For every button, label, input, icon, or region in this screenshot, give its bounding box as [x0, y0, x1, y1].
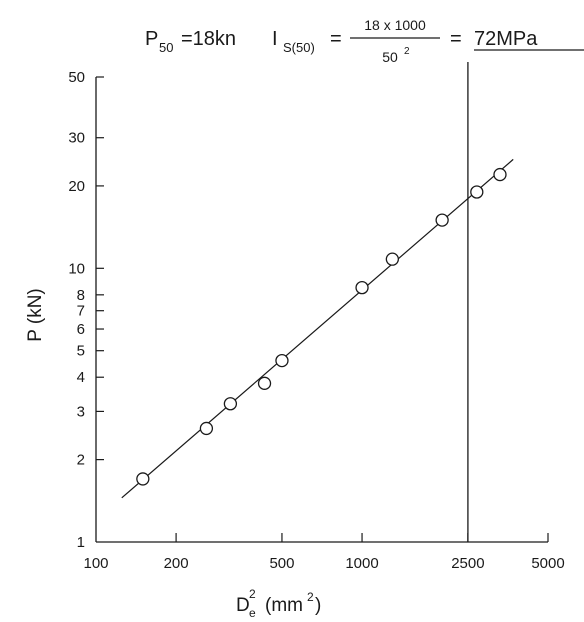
y-tick-label: 4 — [77, 369, 85, 386]
result-value: 72MPa — [474, 28, 538, 50]
x-tick-label: 2500 — [451, 555, 484, 572]
data-point — [435, 213, 449, 227]
data-point — [385, 252, 400, 266]
x-label-unit-close: ) — [315, 595, 321, 616]
y-tick-label: 6 — [77, 321, 85, 338]
x-tick-label: 200 — [164, 555, 189, 572]
y-tick-label: 2 — [77, 452, 85, 469]
x-label-unit-sup: 2 — [307, 590, 314, 604]
is-symbol: I — [272, 28, 278, 50]
data-point — [355, 280, 369, 295]
data-point — [257, 376, 272, 390]
x-label-sup: 2 — [249, 587, 256, 601]
y-tick-label: 20 — [68, 178, 85, 195]
data-points — [136, 167, 507, 486]
y-tick-label: 1 — [77, 534, 85, 551]
y-tick-label: 8 — [77, 287, 85, 304]
x-axis-label: D 2 e (mm 2 ) — [236, 587, 321, 620]
x-tick-label: 100 — [83, 555, 108, 572]
data-point — [275, 353, 289, 368]
formula-header: P 50 =18kn I S(50) = 18 x 1000 50 2 = 72… — [145, 17, 584, 65]
x-tick-label: 500 — [269, 555, 294, 572]
p50-subscript: 50 — [159, 40, 173, 55]
x-label-sub: e — [249, 606, 256, 620]
fraction-denominator-exp: 2 — [404, 46, 410, 57]
y-tick-label: 30 — [68, 130, 85, 147]
equals-sign-2: = — [450, 28, 462, 50]
x-label-main: D — [236, 595, 250, 616]
x-tick-label: 1000 — [345, 555, 378, 572]
x-label-unit-open: (mm — [265, 595, 303, 616]
y-tick-label: 3 — [77, 403, 85, 420]
y-tick-label: 50 — [68, 69, 85, 86]
x-ticks: 100 200 500 1000 2500 5000 — [83, 533, 565, 572]
fit-line — [121, 158, 514, 499]
y-tick-label: 5 — [77, 343, 85, 360]
data-point — [470, 185, 484, 199]
data-point — [223, 397, 238, 411]
y-tick-label: 10 — [68, 260, 85, 277]
axes — [95, 77, 548, 543]
p50-symbol: P — [145, 28, 158, 50]
data-point — [136, 472, 150, 486]
equals-sign-1: = — [330, 28, 342, 50]
fraction-denominator-base: 50 — [382, 49, 398, 65]
y-axis-label: P (kN) — [25, 288, 46, 341]
p50-value: =18kn — [181, 28, 236, 50]
data-point — [493, 167, 507, 182]
data-point — [199, 421, 214, 436]
is-subscript: S(50) — [283, 40, 315, 55]
y-tick-label: 7 — [77, 303, 85, 320]
fraction-numerator: 18 x 1000 — [364, 17, 426, 33]
y-ticks: 1 2 3 4 5 678 10 20 30 50 — [68, 69, 104, 551]
x-tick-label: 5000 — [531, 555, 564, 572]
